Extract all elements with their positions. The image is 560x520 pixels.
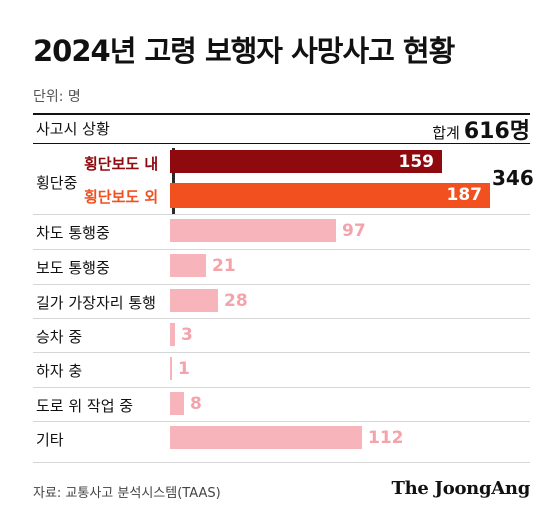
bar xyxy=(170,357,172,380)
value-label: 97 xyxy=(342,221,366,241)
source-note: 자료: 교통사고 분석시스템(TAAS) xyxy=(33,486,221,501)
header-total-prefix: 합계 xyxy=(432,124,460,142)
value-label: 28 xyxy=(224,291,248,311)
category-label: 차도 통행중 xyxy=(36,224,110,242)
group-label: 횡단중 xyxy=(36,174,78,192)
value-label: 21 xyxy=(212,256,236,276)
value-label: 8 xyxy=(190,394,202,414)
footer-rule xyxy=(33,462,530,463)
category-label: 하자 충 xyxy=(36,362,83,380)
category-label: 길가 가장자리 통행 xyxy=(36,294,156,312)
category-label: 횡단보도 내 xyxy=(84,155,159,173)
bar xyxy=(170,289,218,312)
row-divider xyxy=(33,421,530,422)
group-total: 346 xyxy=(492,166,534,190)
value-label: 1 xyxy=(178,359,190,379)
bar xyxy=(170,392,184,415)
bar xyxy=(170,183,490,208)
header-total: 합계 616명 xyxy=(432,113,530,145)
category-label: 보도 통행중 xyxy=(36,259,110,277)
row-divider xyxy=(33,318,530,319)
bar xyxy=(170,323,175,346)
group-bracket xyxy=(172,148,175,214)
brand-logo: The JoongAng xyxy=(391,478,531,499)
unit-label: 단위: 명 xyxy=(33,89,81,105)
value-label: 187 xyxy=(446,185,483,205)
row-divider xyxy=(33,387,530,388)
row-divider xyxy=(33,352,530,353)
category-label: 도로 위 작업 중 xyxy=(36,397,134,415)
row-divider xyxy=(33,214,530,215)
chart-title: 2024년 고령 보행자 사망사고 현황 xyxy=(33,34,455,68)
bar xyxy=(170,254,206,277)
bar xyxy=(170,219,336,242)
row-divider xyxy=(33,249,530,250)
value-label: 3 xyxy=(181,325,193,345)
category-label: 횡단보도 외 xyxy=(84,188,159,206)
header-top-rule xyxy=(33,113,530,115)
value-label: 112 xyxy=(368,428,404,448)
value-label: 159 xyxy=(398,152,435,172)
header-bottom-rule xyxy=(33,143,530,144)
bar xyxy=(170,426,362,449)
category-label: 승차 중 xyxy=(36,328,83,346)
header-total-value: 616명 xyxy=(463,119,530,144)
category-label: 기타 xyxy=(36,431,64,449)
header-label: 사고시 상황 xyxy=(36,120,110,138)
row-divider xyxy=(33,284,530,285)
bar xyxy=(170,150,442,173)
